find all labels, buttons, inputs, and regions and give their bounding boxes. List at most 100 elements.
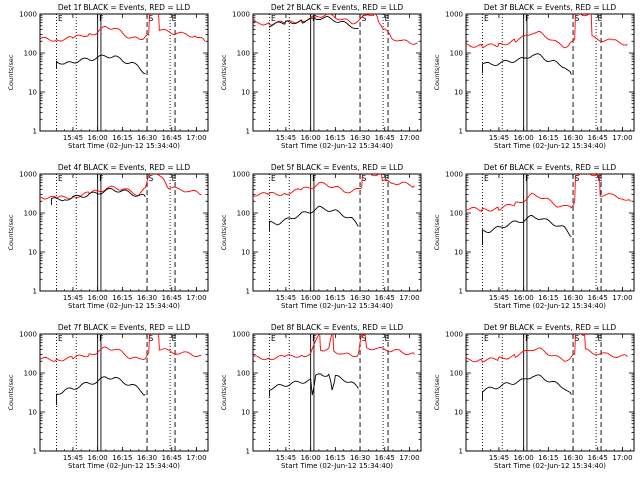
- x-tick-label: 16:45: [588, 294, 608, 302]
- x-tick-label: 16:30: [563, 294, 583, 302]
- x-tick-label: 17:00: [612, 454, 632, 462]
- y-tick-label: 1000: [445, 171, 463, 179]
- y-tick-label: 10: [454, 409, 463, 417]
- y-axis-label: Counts/sec: [220, 54, 228, 90]
- x-axis-label: Start Time (02-Jun-12 15:34:40): [494, 302, 606, 310]
- series-line-black: [269, 16, 359, 30]
- x-tick-label: 15:45: [63, 454, 83, 462]
- marker-label: E: [271, 174, 276, 183]
- y-tick-label: 1000: [19, 171, 37, 179]
- plot-frame: [252, 333, 422, 452]
- x-tick-label: 17:00: [612, 134, 632, 142]
- x-tick-label: 16:45: [162, 134, 182, 142]
- chart-title: Det 6f BLACK = Events, RED = LLD: [484, 163, 617, 172]
- x-axis-label: Start Time (02-Jun-12 15:34:40): [68, 462, 180, 470]
- marker-label: S: [362, 174, 367, 183]
- x-tick-label: 17:00: [399, 294, 419, 302]
- x-tick-label: 15:45: [489, 134, 509, 142]
- series-line-black: [51, 187, 146, 205]
- x-tick-label: 16:00: [514, 134, 534, 142]
- y-tick-label: 100: [24, 50, 37, 58]
- y-axis-label: Counts/sec: [433, 374, 441, 410]
- series-line-black: [269, 373, 359, 397]
- series-line-red: [40, 14, 206, 42]
- y-tick-label: 1: [33, 448, 37, 456]
- y-tick-label: 100: [24, 370, 37, 378]
- marker-label: S: [575, 334, 580, 343]
- x-tick-label: 16:45: [375, 294, 395, 302]
- plot-frame: [39, 333, 209, 452]
- chart-title: Det 8f BLACK = Events, RED = LLD: [271, 323, 404, 332]
- chart-title: Det 9f BLACK = Events, RED = LLD: [484, 323, 617, 332]
- x-tick-label: 16:30: [350, 294, 370, 302]
- y-tick-label: 1: [246, 128, 250, 136]
- x-tick-label: 17:00: [186, 454, 206, 462]
- y-tick-label: 10: [454, 249, 463, 257]
- y-tick-label: 100: [24, 210, 37, 218]
- marker-label: S: [362, 14, 367, 23]
- y-axis-label: Counts/sec: [433, 54, 441, 90]
- series-line-red: [253, 174, 415, 197]
- x-tick-label: 16:45: [588, 134, 608, 142]
- y-axis-label: Counts/sec: [7, 214, 15, 250]
- marker-label: E: [385, 334, 390, 343]
- y-tick-label: 1000: [232, 331, 250, 339]
- series-line-red: [40, 174, 202, 200]
- x-tick-label: 16:30: [137, 454, 157, 462]
- plot-frame: [39, 173, 209, 292]
- x-tick-label: 16:00: [88, 294, 108, 302]
- plot-frame: [465, 173, 635, 292]
- x-tick-label: 16:15: [325, 134, 345, 142]
- marker-label: E: [271, 14, 276, 23]
- series-line-red: [466, 174, 632, 213]
- y-tick-label: 1000: [445, 331, 463, 339]
- x-tick-label: 16:00: [301, 454, 321, 462]
- x-tick-label: 17:00: [186, 294, 206, 302]
- x-tick-label: 16:15: [112, 294, 132, 302]
- x-tick-label: 16:45: [588, 454, 608, 462]
- y-axis-label: Counts/sec: [7, 374, 15, 410]
- series-line-red: [253, 334, 415, 361]
- plot-frame: [39, 13, 209, 132]
- marker-label: E: [58, 334, 63, 343]
- y-tick-label: 100: [450, 210, 463, 218]
- series-line-black: [56, 376, 146, 406]
- y-tick-label: 1: [246, 448, 250, 456]
- x-tick-label: 15:45: [276, 134, 296, 142]
- panel-det-4: Det 4f BLACK = Events, RED = LLD 1 10 100 10…: [7, 163, 209, 310]
- panel-det-9: Det 9f BLACK = Events, RED = LLD 1 10 100 10…: [433, 323, 635, 470]
- x-tick-label: 16:30: [137, 294, 157, 302]
- x-tick-label: 16:30: [350, 454, 370, 462]
- y-tick-label: 1000: [19, 11, 37, 19]
- marker-label: E: [172, 174, 177, 183]
- chart-title: Det 4f BLACK = Events, RED = LLD: [58, 163, 191, 172]
- marker-label: E: [385, 174, 390, 183]
- marker-label: E: [484, 14, 489, 23]
- y-tick-label: 1000: [445, 11, 463, 19]
- chart-title: Det 2f BLACK = Events, RED = LLD: [271, 3, 404, 12]
- y-tick-label: 1: [246, 288, 250, 296]
- panel-det-1: Det 1f BLACK = Events, RED = LLD 1 10 100 10…: [7, 3, 209, 150]
- x-tick-label: 17:00: [399, 134, 419, 142]
- marker-label: E: [172, 14, 177, 23]
- y-tick-label: 10: [454, 89, 463, 97]
- x-axis-label: Start Time (02-Jun-12 15:34:40): [68, 142, 180, 150]
- marker-label: S: [149, 334, 154, 343]
- marker-label: S: [575, 174, 580, 183]
- series-line-black: [482, 215, 572, 246]
- marker-label: E: [172, 334, 177, 343]
- x-tick-label: 16:30: [350, 134, 370, 142]
- y-tick-label: 100: [450, 370, 463, 378]
- panel-det-2: Det 2f BLACK = Events, RED = LLD 1 10 100 10…: [220, 3, 422, 150]
- y-tick-label: 100: [450, 50, 463, 58]
- x-tick-label: 16:00: [514, 454, 534, 462]
- marker-label: E: [598, 174, 603, 183]
- panel-det-7: Det 7f BLACK = Events, RED = LLD 1 10 100 10…: [7, 323, 209, 470]
- plot-frame: [465, 333, 635, 452]
- x-tick-label: 16:00: [88, 454, 108, 462]
- series-line-red: [466, 334, 628, 363]
- x-axis-label: Start Time (02-Jun-12 15:34:40): [494, 142, 606, 150]
- y-tick-label: 10: [241, 89, 250, 97]
- y-tick-label: 100: [237, 370, 250, 378]
- marker-label: E: [484, 174, 489, 183]
